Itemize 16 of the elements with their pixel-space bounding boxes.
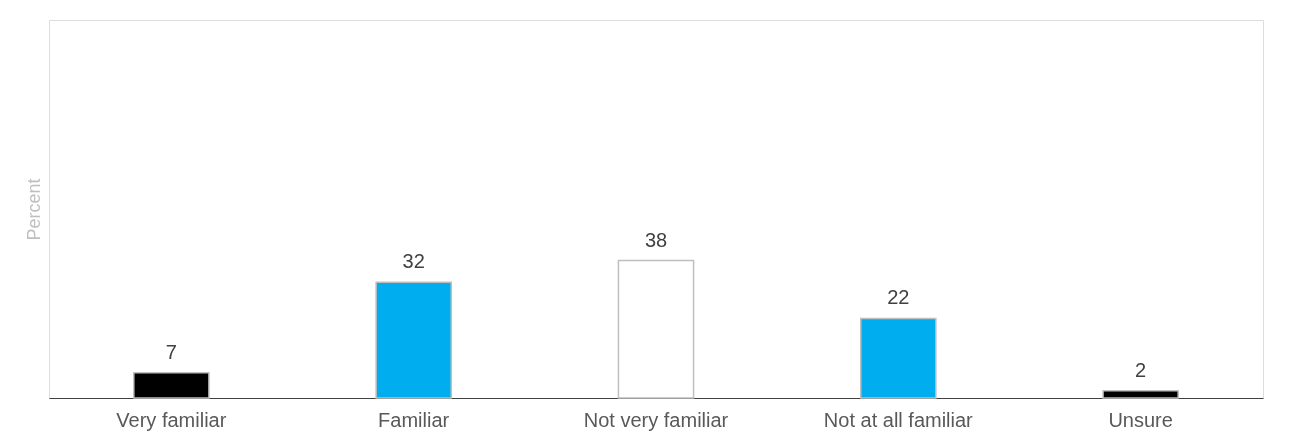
x-tick-label: Not very familiar <box>583 408 729 431</box>
bar <box>133 371 210 399</box>
bar <box>617 259 695 399</box>
data-label: 32 <box>402 250 425 273</box>
bar <box>375 281 452 399</box>
x-tick-label: Not at all familiar <box>823 408 974 431</box>
bar <box>1102 390 1179 399</box>
data-label: 2 <box>1135 358 1147 381</box>
data-label: 7 <box>165 340 177 363</box>
x-tick-label: Familiar <box>378 408 450 431</box>
y-axis-title: Percent <box>23 178 44 241</box>
data-label: 38 <box>644 228 668 251</box>
data-label: 22 <box>887 286 910 309</box>
x-tick-label: Very familiar <box>116 408 227 431</box>
bar <box>860 317 937 399</box>
x-tick-label: Unsure <box>1108 408 1173 431</box>
